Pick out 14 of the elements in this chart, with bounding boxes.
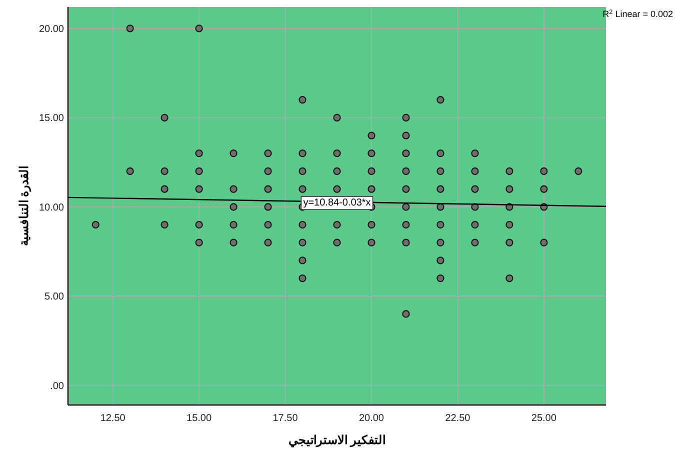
y-tick-label: .00: [50, 380, 64, 392]
x-axis-title: التفكير الاستراتيجي: [288, 433, 386, 448]
y-tick-label: 10.00: [38, 202, 64, 214]
x-tick-label: 25.00: [531, 413, 557, 424]
y-tick-label: 5.00: [44, 292, 64, 303]
x-tick-label: 15.00: [186, 413, 212, 424]
annotation: y=10.84-0.03*x: [303, 198, 371, 209]
x-tick-label: 20.00: [358, 413, 384, 424]
x-tick-label: 22.50: [445, 413, 471, 424]
x-tick-label: 17.50: [272, 413, 298, 424]
y-axis-title: القدرة التنافسية: [17, 166, 32, 246]
y-tick-label: 20.00: [38, 24, 64, 35]
x-tick-label: 12.50: [100, 413, 126, 424]
y-tick-label: 15.00: [38, 113, 64, 124]
